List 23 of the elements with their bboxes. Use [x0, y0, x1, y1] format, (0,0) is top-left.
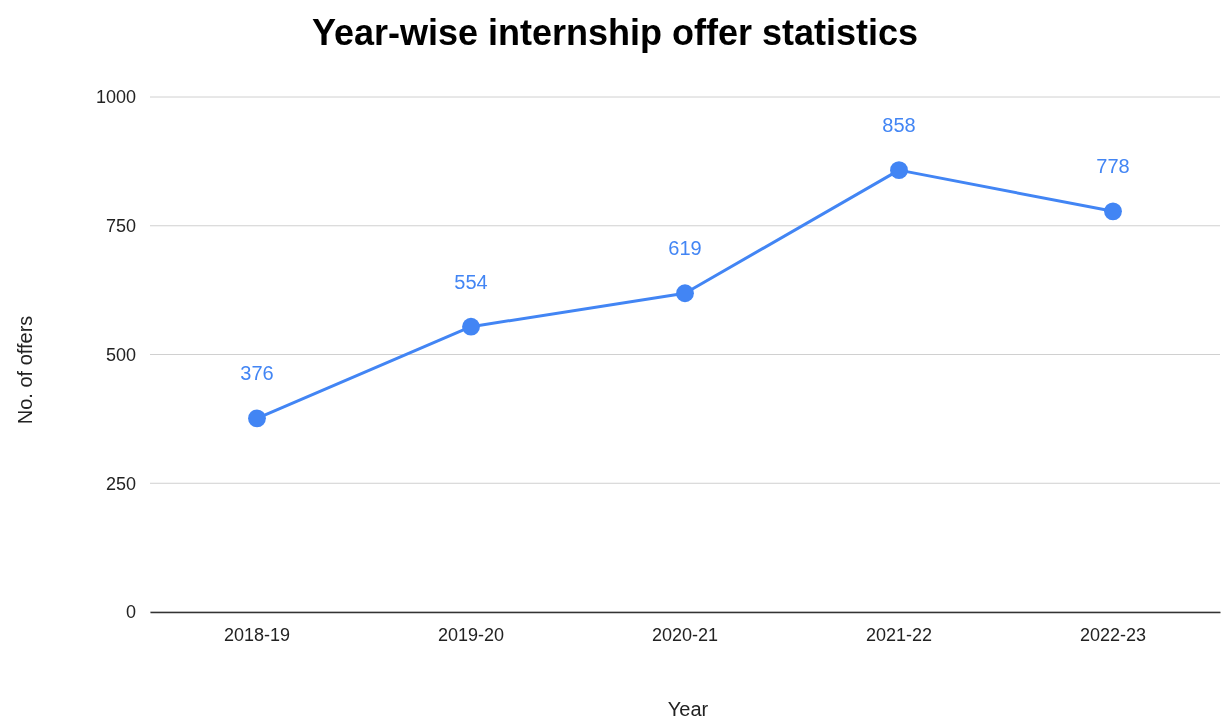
x-tick-label: 2020-21 — [651, 624, 719, 645]
x-axis-title: Year — [667, 698, 709, 720]
y-tick-label: 250 — [105, 473, 136, 494]
data-label: 778 — [1096, 155, 1130, 178]
point — [248, 409, 266, 428]
x-tick-label: 2018-19 — [223, 624, 291, 645]
data-label: 554 — [454, 270, 488, 293]
y-tick-label: 750 — [105, 216, 136, 237]
point — [462, 317, 480, 336]
point — [676, 284, 694, 303]
y-axis-title: No. of offers — [14, 315, 36, 425]
y-tick-label: 500 — [105, 344, 136, 365]
x-tick-label: 2021-22 — [865, 624, 933, 645]
data-label: 858 — [882, 114, 916, 137]
y-tick-label: 1000 — [95, 87, 136, 108]
point — [890, 161, 908, 180]
point — [1104, 202, 1122, 221]
x-tick-label: 2019-20 — [437, 624, 505, 645]
chart-title: Year-wise internship offer statistics — [311, 12, 919, 53]
data-label: 619 — [668, 237, 702, 260]
y-tick-label: 0 — [125, 602, 136, 623]
x-tick-label: 2022-23 — [1079, 624, 1147, 645]
data-label: 376 — [240, 362, 274, 385]
